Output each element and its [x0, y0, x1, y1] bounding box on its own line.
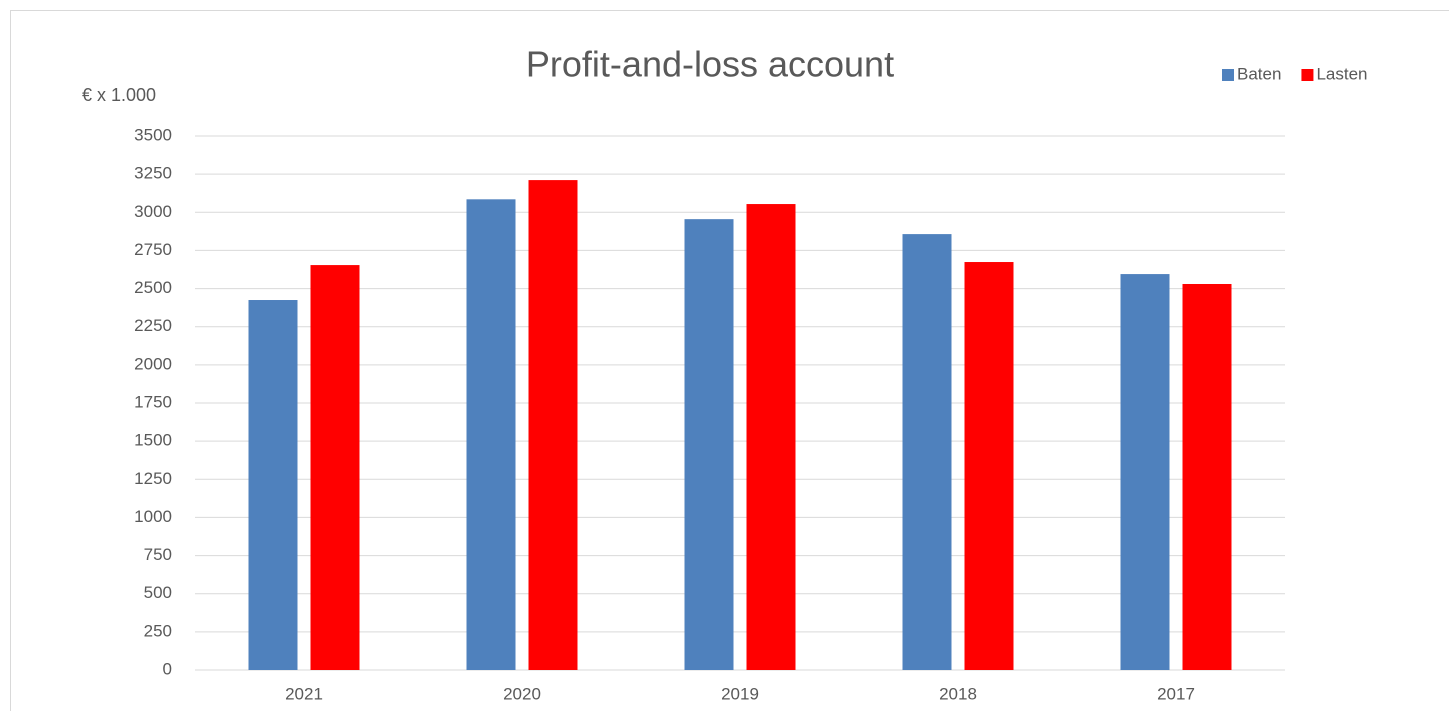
x-tick-label: 2019 [721, 684, 759, 703]
bar [528, 180, 578, 670]
y-tick-label: 2250 [134, 316, 172, 335]
y-tick-label: 2000 [134, 354, 172, 373]
legend-swatch [1301, 69, 1314, 81]
bar [310, 265, 360, 670]
y-tick-label: 2750 [134, 240, 172, 259]
y-tick-label: 0 [163, 659, 172, 678]
bar [902, 234, 952, 670]
y-tick-label: 3500 [134, 125, 172, 144]
chart-title: Profit-and-loss account [526, 44, 894, 85]
bar [684, 219, 734, 670]
y-tick-label: 500 [144, 583, 172, 602]
chart-frame [10, 10, 1449, 711]
bar [466, 199, 516, 670]
y-tick-label: 1500 [134, 431, 172, 450]
legend-label: Baten [1237, 64, 1281, 83]
y-tick-label: 750 [144, 545, 172, 564]
y-tick-label: 3250 [134, 164, 172, 183]
y-tick-label: 3000 [134, 202, 172, 221]
legend-swatch [1222, 69, 1234, 81]
x-tick-label: 2017 [1157, 684, 1195, 703]
y-axis-label: € x 1.000 [82, 85, 156, 105]
y-tick-label: 1250 [134, 469, 172, 488]
y-tick-label: 1750 [134, 392, 172, 411]
x-tick-label: 2021 [285, 684, 323, 703]
legend-label: Lasten [1316, 64, 1367, 83]
bar [248, 300, 298, 670]
bar [746, 204, 796, 670]
y-tick-label: 1000 [134, 507, 172, 526]
y-tick-label: 2500 [134, 278, 172, 297]
bar [1182, 283, 1232, 670]
bar [964, 262, 1014, 670]
x-tick-label: 2018 [939, 684, 977, 703]
bar [1120, 274, 1170, 670]
y-tick-label: 250 [144, 621, 172, 640]
x-tick-label: 2020 [503, 684, 541, 703]
